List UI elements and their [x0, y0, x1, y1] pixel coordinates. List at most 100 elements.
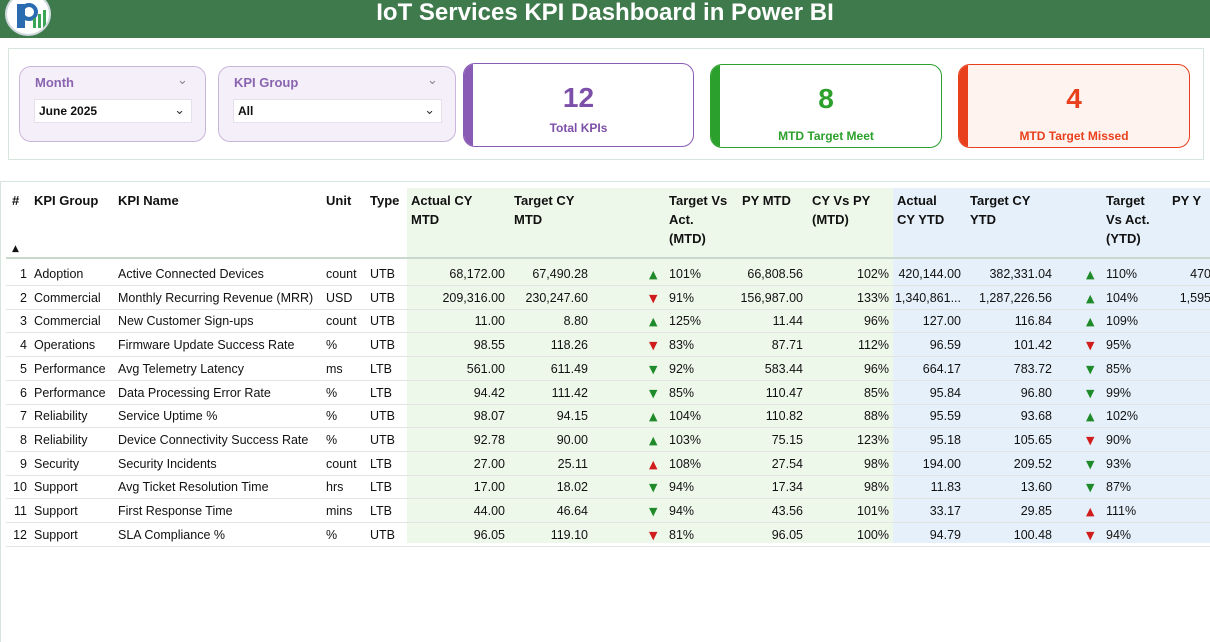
- row-target-cy-ytd: 209.52: [1013, 456, 1052, 471]
- row-target-cy-ytd: 382,331.04: [989, 267, 1052, 281]
- row-target-cy-ytd: 29.85: [1020, 504, 1052, 518]
- kpi-table[interactable]: # KPI Group KPI Name Unit Type Actual CY…: [0, 181, 1210, 642]
- table-row[interactable]: 7 Reliability Service Uptime %% UTB 98.07 94.…: [1, 405, 1210, 429]
- row-target-vs-act-mtd: 101%: [669, 267, 701, 281]
- arrow-down-icon: ▼: [1086, 481, 1095, 495]
- chevron-down-icon[interactable]: ⌄: [424, 103, 435, 118]
- row-target-vs-act-mtd: 94%: [669, 504, 695, 518]
- row-target-vs-act-mtd: 94%: [669, 480, 695, 495]
- row-kpi-name: Monthly Recurring Revenue (MRR): [118, 290, 314, 305]
- row-target-cy-mtd: 90.00: [556, 432, 588, 447]
- arrow-down-icon: ▼: [649, 291, 658, 305]
- chevron-down-icon[interactable]: ⌄: [177, 73, 188, 88]
- row-target-cy-mtd: 118.26: [550, 338, 588, 353]
- kpi-group-dropdown[interactable]: All ⌄: [233, 99, 442, 123]
- row-actual-cy-ytd: 95.59: [929, 409, 961, 424]
- chevron-down-icon[interactable]: ⌄: [174, 103, 185, 118]
- row-actual-cy-mtd: 44.00: [473, 504, 505, 518]
- row-num: 9: [20, 456, 27, 471]
- header-num[interactable]: #: [12, 193, 20, 208]
- header-target-vs-act-mtd[interactable]: Target Vs Act. (MTD): [669, 193, 728, 246]
- table-row[interactable]: 1 Adoption Active Connected Devices count UT…: [1, 263, 1210, 286]
- row-target-cy-ytd: 93.68: [1020, 409, 1052, 424]
- row-actual-cy-ytd: 420,144.00: [898, 267, 961, 281]
- kpi-group-slicer[interactable]: KPI Group ⌄ All ⌄: [218, 66, 456, 142]
- header-actual-cy-mtd[interactable]: Actual CY MTD: [411, 193, 473, 227]
- table-row[interactable]: 2 Commercial Monthly Recurring Revenue (MR…: [1, 287, 1210, 310]
- month-dropdown[interactable]: June 2025 ⌄: [34, 99, 192, 123]
- header-target-cy-ytd[interactable]: Target CY YTD: [970, 193, 1031, 227]
- card-accent-bar: [711, 65, 720, 147]
- row-target-cy-mtd: 8.80: [563, 314, 588, 329]
- row-type: UTB: [370, 432, 395, 447]
- table-row[interactable]: 3 Commercial New Customer Sign-ups count UTB…: [1, 310, 1210, 334]
- arrow-down-icon: ▼: [649, 505, 658, 518]
- header-type[interactable]: Type: [370, 193, 400, 208]
- row-unit: %: [326, 338, 338, 353]
- table-row[interactable]: 10 Support Avg Ticket Resolution Time hrs LT…: [1, 476, 1210, 500]
- month-slicer[interactable]: Month ⌄ June 2025 ⌄: [19, 66, 206, 142]
- row-kpi-group: Commercial: [34, 314, 101, 329]
- row-target-cy-mtd: 46.64: [556, 504, 588, 518]
- row-actual-cy-mtd: 92.78: [473, 432, 505, 447]
- row-num: 11: [14, 504, 27, 518]
- row-target-vs-act-mtd: 81%: [669, 527, 695, 542]
- row-py-mtd: 87.71: [771, 338, 803, 353]
- header-cy-vs-py-mtd[interactable]: CY Vs PY (MTD): [812, 193, 871, 227]
- row-kpi-name: Device Connectivity Success Rate: [118, 432, 309, 447]
- row-actual-cy-ytd: 96.59: [929, 338, 961, 353]
- header-actual-cy-ytd[interactable]: Actual CY YTD: [897, 193, 945, 227]
- arrow-up-icon: ▲: [1086, 315, 1095, 329]
- row-type: LTB: [370, 480, 392, 495]
- row-actual-cy-mtd: 98.55: [473, 338, 505, 353]
- row-unit: %: [326, 385, 338, 400]
- header-kpi-group[interactable]: KPI Group: [34, 193, 99, 208]
- row-num: 12: [13, 527, 27, 542]
- total-kpis-label: Total KPIs: [549, 121, 608, 135]
- page-title: IoT Services KPI Dashboard in Power BI: [376, 0, 834, 26]
- row-cy-vs-py-mtd: 85%: [863, 385, 889, 400]
- row-type: UTB: [370, 338, 395, 353]
- row-target-vs-act-mtd: 103%: [669, 432, 701, 447]
- mtd-target-missed-label: MTD Target Missed: [1019, 129, 1129, 143]
- header-bar: IoT Services KPI Dashboard in Power BI: [0, 0, 1210, 38]
- table-row[interactable]: 9 Security Security Incidents count LTB 27.00…: [1, 453, 1210, 476]
- row-target-cy-mtd: 119.10: [550, 527, 588, 542]
- month-slicer-label: Month: [35, 75, 74, 90]
- arrow-up-icon: ▲: [649, 457, 658, 471]
- header-unit[interactable]: Unit: [326, 193, 352, 208]
- table-row[interactable]: 8 Reliability Device Connectivity Success …: [1, 429, 1210, 452]
- row-cy-vs-py-mtd: 112%: [857, 338, 889, 353]
- row-unit: %: [326, 527, 338, 542]
- header-py-ytd[interactable]: PY Y: [1172, 193, 1202, 208]
- sort-ascending-icon[interactable]: ▲: [12, 244, 19, 254]
- arrow-down-icon: ▼: [1086, 528, 1095, 542]
- table-row[interactable]: 6 Performance Data Processing Error Rate% L…: [1, 382, 1210, 405]
- row-py-mtd: 96.05: [771, 527, 803, 542]
- row-target-cy-ytd: 96.80: [1020, 385, 1052, 400]
- row-num: 8: [20, 432, 27, 447]
- row-actual-cy-mtd: 96.05: [473, 527, 505, 542]
- row-actual-cy-ytd: 95.18: [929, 432, 961, 447]
- row-target-vs-act-ytd: 94%: [1106, 527, 1132, 542]
- row-target-cy-mtd: 25.11: [557, 456, 588, 471]
- header-target-cy-mtd[interactable]: Target CY MTD: [514, 193, 575, 227]
- table-row[interactable]: 4 Operations Firmware Update Success Rate%…: [1, 334, 1210, 358]
- header-target-vs-act-ytd[interactable]: Target Vs Act. (YTD): [1106, 193, 1150, 246]
- row-actual-cy-ytd: 95.84: [929, 385, 961, 400]
- row-cy-vs-py-mtd: 123%: [857, 432, 889, 447]
- header-kpi-name[interactable]: KPI Name: [118, 193, 179, 208]
- table-row[interactable]: 12 Support SLA Compliance %% UTB 96.05 119.10…: [1, 524, 1210, 547]
- row-target-cy-ytd: 101.42: [1013, 338, 1052, 353]
- row-divider: [6, 356, 1210, 358]
- chevron-down-icon[interactable]: ⌄: [427, 73, 438, 88]
- table-row[interactable]: 11 Support First Response Time mins LTB 44.00…: [1, 500, 1210, 523]
- row-kpi-name: Data Processing Error Rate: [118, 385, 271, 400]
- row-actual-cy-mtd: 94.42: [473, 385, 505, 400]
- header-py-mtd[interactable]: PY MTD: [742, 193, 791, 208]
- table-row[interactable]: 5 Performance Avg Telemetry Latency ms LTB 56…: [1, 358, 1210, 381]
- row-cy-vs-py-mtd: 102%: [857, 267, 889, 281]
- total-kpis-card: 12 Total KPIs: [463, 63, 694, 147]
- row-unit: %: [326, 432, 338, 447]
- row-type: LTB: [370, 385, 392, 400]
